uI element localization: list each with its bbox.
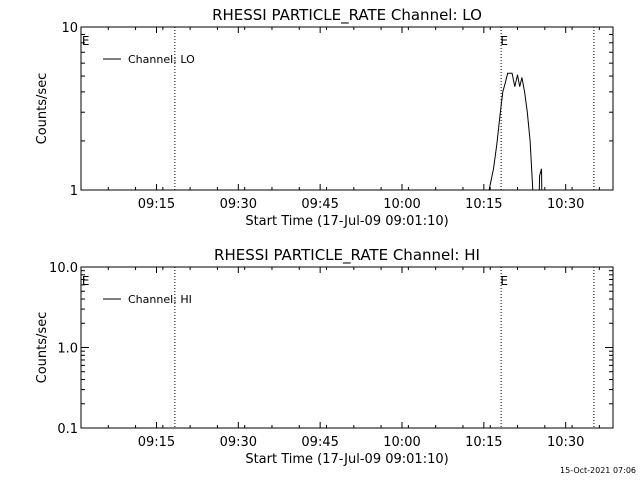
panel-1-plot-frame <box>80 26 614 191</box>
panel-2-event-marker: E <box>500 274 508 288</box>
panel-1-x-tick-label: 09:15 <box>138 197 175 212</box>
panel-2-legend-entry: Channel: HI <box>128 293 192 306</box>
panel-2-y-tick-label: 1.0 <box>57 342 78 357</box>
panel-2-x-tick-label: 09:30 <box>220 435 257 450</box>
panel-1-y-tick-label: 10 <box>61 21 78 36</box>
footer-timestamp: 15-Oct-2021 07:06 <box>560 466 636 475</box>
panel-1-x-tick-label: 10:30 <box>547 197 584 212</box>
panel-1-x-tick-label: 10:00 <box>383 197 420 212</box>
panel-2-x-tick-label: 09:15 <box>138 435 175 450</box>
panel-2-y-tick-label: 10.0 <box>49 261 78 276</box>
panel-1-series-line <box>538 168 543 191</box>
panel-1-x-axis-label: Start Time (17-Jul-09 09:01:10) <box>245 214 448 229</box>
panel-1-series-line <box>488 72 534 191</box>
panel-2-x-tick-label: 10:00 <box>383 435 420 450</box>
panel-1-x-tick-label: 10:15 <box>465 197 502 212</box>
panel-1-x-tick-label: 09:45 <box>301 197 338 212</box>
panel-2-x-tick-label: 09:45 <box>301 435 338 450</box>
panel-2-y-tick-label: 0.1 <box>57 422 78 437</box>
panel-1-event-marker: E <box>500 34 508 48</box>
panel-2-event-marker: E <box>82 274 90 288</box>
panel-1-legend-entry: Channel: LO <box>128 53 195 66</box>
panel-2-x-axis-label: Start Time (17-Jul-09 09:01:10) <box>245 452 448 467</box>
panel-1-x-tick-label: 09:30 <box>220 197 257 212</box>
panel-2-title: RHESSI PARTICLE_RATE Channel: HI <box>214 246 480 265</box>
panel-2-y-axis-label: Counts/sec <box>35 312 50 384</box>
panel-2-x-tick-label: 10:15 <box>465 435 502 450</box>
panel-2-plot-frame <box>80 266 614 429</box>
panel-1-event-marker: E <box>82 34 90 48</box>
panel-1-title: RHESSI PARTICLE_RATE Channel: LO <box>212 6 482 25</box>
panel-1-y-axis-label: Counts/sec <box>35 73 50 145</box>
panel-2-x-tick-label: 10:30 <box>547 435 584 450</box>
panel-1-y-tick-label: 1 <box>70 184 78 199</box>
